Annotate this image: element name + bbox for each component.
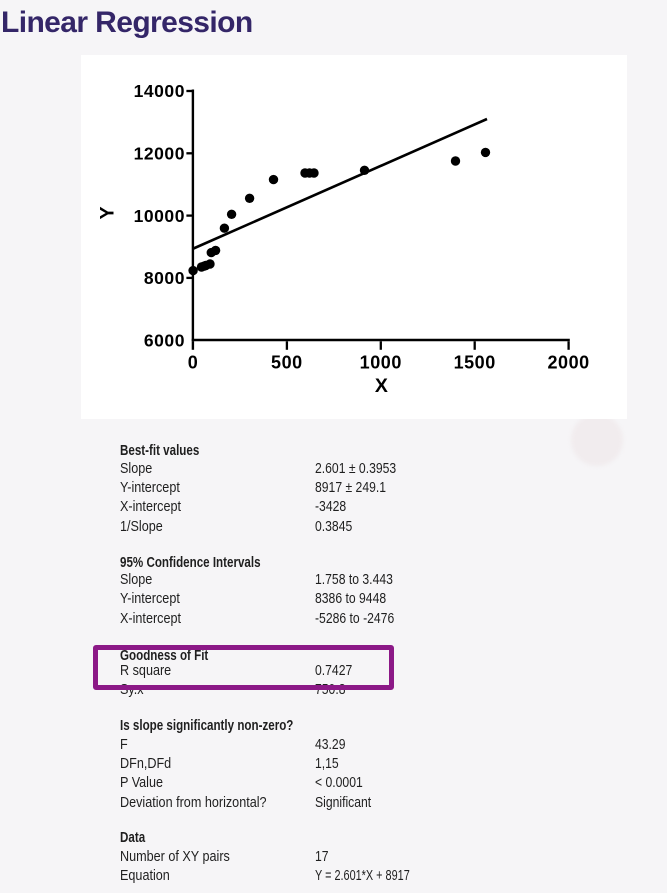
svg-text:0: 0 [188,353,199,373]
svg-text:2000: 2000 [547,353,589,373]
svg-text:10000: 10000 [134,206,185,226]
svg-text:12000: 12000 [134,144,185,164]
svg-text:1000: 1000 [360,353,402,373]
svg-text:Y: Y [97,206,119,219]
svg-text:6000: 6000 [144,330,185,350]
svg-text:14000: 14000 [134,81,185,101]
svg-text:500: 500 [271,353,303,373]
svg-text:1500: 1500 [454,353,496,373]
svg-text:X: X [375,375,388,397]
svg-text:8000: 8000 [144,268,185,288]
